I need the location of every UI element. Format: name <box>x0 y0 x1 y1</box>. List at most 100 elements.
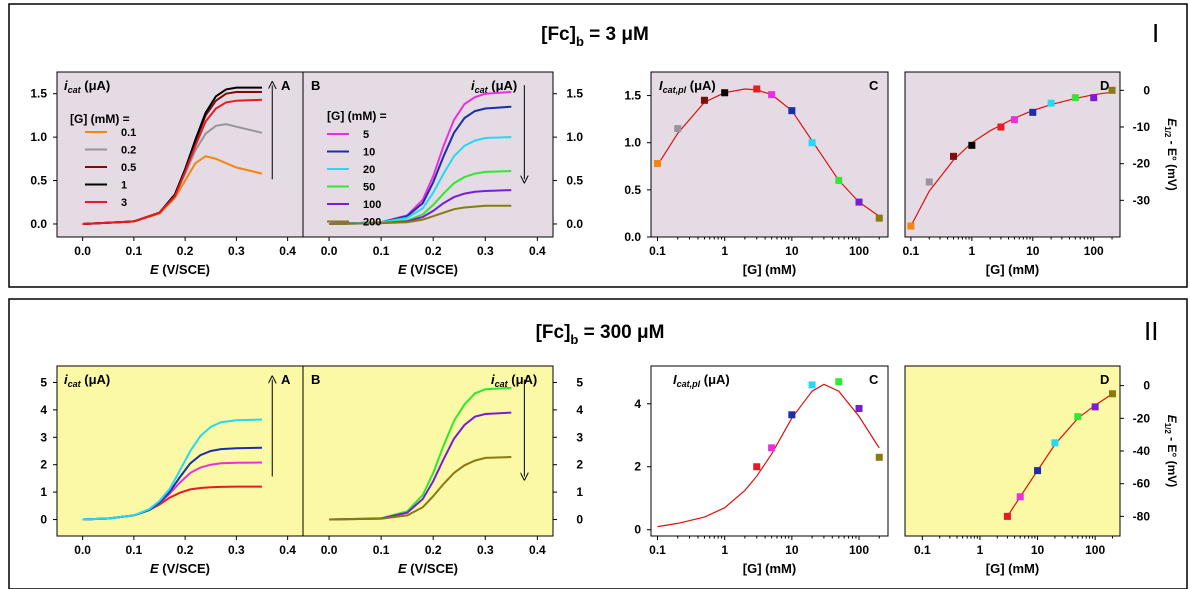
x-tick-label: 100 <box>849 244 869 258</box>
x-tick-label: 0.3 <box>228 244 245 258</box>
x-tick-label: 0.3 <box>477 244 494 258</box>
y-tick-label: 0 <box>576 513 583 527</box>
data-point <box>1074 413 1082 421</box>
panel-letter: A <box>281 78 291 93</box>
y-tick-label: 1.5 <box>566 87 583 101</box>
data-point <box>1010 116 1018 124</box>
data-point <box>1091 403 1099 411</box>
x-tick-label: 0.4 <box>529 543 546 557</box>
y-tick-label: 0 <box>40 513 47 527</box>
x-tick-label: 0.0 <box>74 543 91 557</box>
data-point <box>1071 94 1079 102</box>
plot-frame <box>56 71 304 238</box>
y-tick-label: 1 <box>576 485 583 499</box>
legend-label: 0.1 <box>121 127 136 139</box>
row-II-roman: II <box>1144 316 1158 346</box>
x-tick-label: 1 <box>977 543 984 557</box>
legend-label: 200 <box>363 217 381 229</box>
x-axis-label: [G] (mM) <box>986 262 1039 277</box>
y-tick-label: 4 <box>576 403 583 417</box>
series-line-200 <box>328 204 512 225</box>
x-axis-label: [G] (mM) <box>743 561 796 576</box>
data-point <box>1051 439 1059 447</box>
x-tick-label: 0.1 <box>649 244 666 258</box>
fit-curve <box>657 383 880 528</box>
y-tick-label: 0.5 <box>624 183 641 197</box>
panel-letter: C <box>869 372 879 387</box>
x-tick-label: 0.2 <box>177 244 194 258</box>
x-tick-label: 0.4 <box>279 543 296 557</box>
x-tick-label: 0.2 <box>425 244 442 258</box>
y-tick-label: -10 <box>1133 120 1151 134</box>
plot-frame <box>904 365 1121 537</box>
panel-I-D: 0.1 1 10 100 0 -10 -20 -30 [G] (mM) E1/2 - E° (mV… <box>903 71 1179 277</box>
x-tick-label: 1 <box>721 244 728 258</box>
y-tick-label: 1.5 <box>624 89 641 103</box>
y-axis-label: Icat,pl (μA) <box>659 78 716 95</box>
data-point <box>875 214 883 222</box>
series-line-20 <box>328 136 512 225</box>
data-point <box>1029 108 1037 116</box>
panel-letter: B <box>311 372 320 387</box>
data-point <box>808 139 816 147</box>
data-point <box>788 411 796 419</box>
x-tick-label: 0.1 <box>373 543 390 557</box>
plot-frame <box>56 365 304 537</box>
legend-label: 100 <box>363 199 381 211</box>
y-tick-label: 0.5 <box>566 174 583 188</box>
data-point <box>1003 512 1011 520</box>
legend-label: 1 <box>121 180 127 192</box>
x-tick-label: 0.0 <box>321 543 338 557</box>
panel-letter: A <box>281 372 291 387</box>
data-point <box>1034 467 1042 475</box>
series-line-50 <box>328 386 512 521</box>
y-axis-label: Icat,pl (μA) <box>673 372 730 389</box>
x-axis-label: E (V/SCE) <box>150 262 210 277</box>
x-tick-label: 0.1 <box>914 543 931 557</box>
y-tick-label: 5 <box>576 375 583 389</box>
x-tick-label: 0.2 <box>177 543 194 557</box>
x-tick-label: 0.3 <box>228 543 245 557</box>
y-tick-label: 0 <box>1143 379 1150 393</box>
y-tick-label: 3 <box>576 430 583 444</box>
x-axis-label: E (V/SCE) <box>398 561 458 576</box>
y-axis-label: E1/2 - E° (mV) <box>1163 415 1179 488</box>
x-tick-label: 0.4 <box>279 244 296 258</box>
y-axis-label: icat (μA) <box>471 78 517 95</box>
data-point <box>855 405 863 412</box>
data-point <box>925 178 933 186</box>
legend-label: 10 <box>363 147 375 159</box>
x-tick-label: 0.1 <box>903 244 920 258</box>
x-tick-label: 0.2 <box>425 543 442 557</box>
y-axis-label: icat (μA) <box>64 78 110 95</box>
y-tick-label: 0.0 <box>30 217 47 231</box>
y-tick-label: 1.0 <box>566 130 583 144</box>
plot-frame <box>302 71 554 238</box>
x-tick-label: 0.1 <box>373 244 390 258</box>
y-tick-label: -20 <box>1133 411 1151 425</box>
panel-II-D: 0.1 1 10 100 0 -20 -40 -60 -80 [G] (mM) E1/2 - E° … <box>904 365 1179 576</box>
y-tick-label: 1.0 <box>624 136 641 150</box>
y-tick-label: 0.0 <box>566 217 583 231</box>
panel-II-C: 0.1 1 10 100 0 2 4 [G] (mM) Icat,pl (μA) C <box>634 365 889 576</box>
y-tick-label: 0 <box>1143 83 1150 97</box>
y-tick-label: 0 <box>634 523 641 537</box>
row-I-frame <box>8 3 1188 288</box>
data-point <box>968 141 976 149</box>
x-axis-label: [G] (mM) <box>986 561 1039 576</box>
panel-letter: B <box>311 78 320 93</box>
y-tick-label: 0.0 <box>624 230 641 244</box>
data-point <box>1090 94 1098 102</box>
data-point <box>855 198 863 206</box>
x-tick-label: 10 <box>785 543 799 557</box>
x-tick-label: 100 <box>849 543 869 557</box>
x-tick-label: 0.4 <box>529 244 546 258</box>
x-axis-label: E (V/SCE) <box>150 561 210 576</box>
data-point <box>835 378 843 386</box>
y-axis-label: icat (μA) <box>64 372 110 389</box>
data-point <box>1016 493 1024 501</box>
legend-label: 5 <box>363 129 369 141</box>
panel-II-B: 0.0 0.1 0.2 0.3 0.4 0 1 2 3 4 5 E (V/SCE) icat (μA) B <box>302 365 583 576</box>
series-line-100 <box>328 411 512 521</box>
legend-label: 20 <box>363 164 375 176</box>
